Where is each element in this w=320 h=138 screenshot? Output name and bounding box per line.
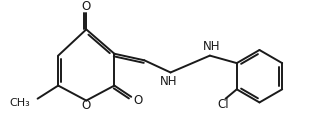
Text: NH: NH (160, 75, 177, 88)
Text: O: O (82, 0, 91, 13)
Text: O: O (133, 94, 142, 107)
Text: NH: NH (203, 40, 220, 53)
Text: Cl: Cl (217, 98, 228, 111)
Text: CH₃: CH₃ (9, 98, 30, 108)
Text: O: O (82, 99, 91, 112)
